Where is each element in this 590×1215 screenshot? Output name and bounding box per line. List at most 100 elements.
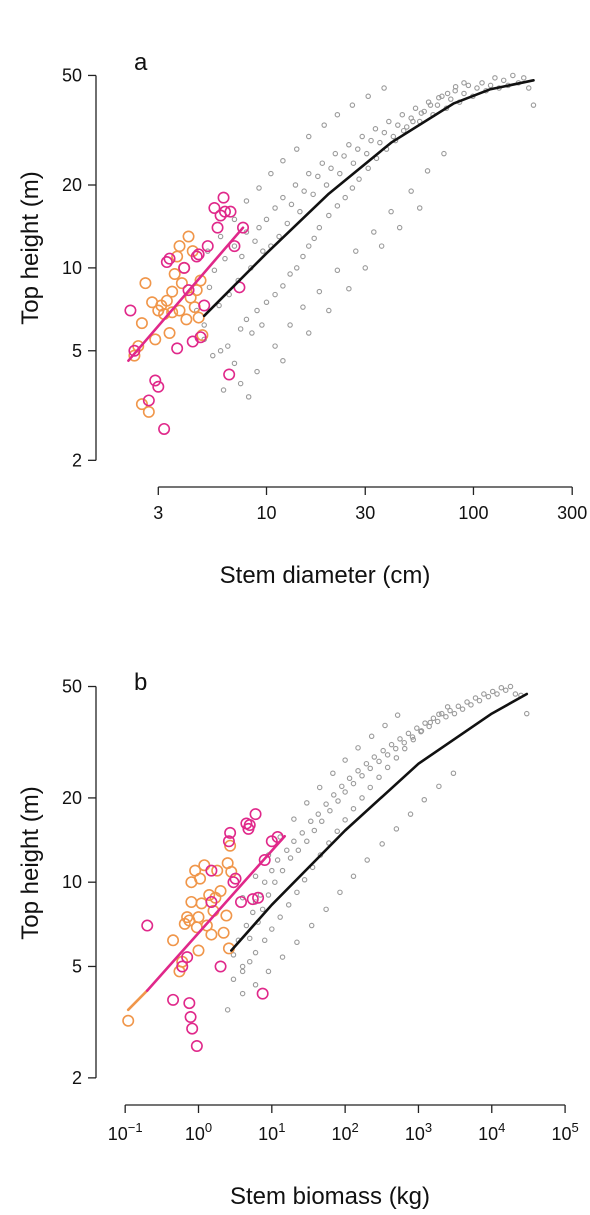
data-point: [315, 811, 322, 817]
data-point: [430, 715, 437, 722]
data-point: [481, 691, 487, 697]
data-point: [280, 157, 286, 164]
data-point: [294, 939, 300, 946]
data-point: [263, 216, 270, 223]
data-point: [359, 773, 365, 779]
data-point: [304, 838, 310, 845]
data-point: [450, 770, 457, 776]
data-point: [371, 229, 377, 235]
data-point: [461, 80, 467, 86]
data-point: [166, 306, 179, 319]
data-point: [323, 906, 329, 913]
data-point: [252, 949, 259, 956]
data-point: [436, 94, 442, 101]
data-point: [424, 168, 431, 174]
data-point: [494, 691, 500, 697]
data-point: [393, 755, 400, 761]
data-point: [337, 170, 343, 177]
data-point: [280, 357, 286, 364]
panel-b-fit-lines: [126, 692, 529, 1012]
data-point: [498, 684, 505, 691]
data-point: [378, 243, 385, 249]
data-point: [225, 343, 231, 349]
data-point: [168, 268, 181, 281]
data-point: [524, 710, 530, 717]
y-tick-label: 20: [62, 788, 82, 808]
data-point: [230, 952, 237, 958]
data-point: [211, 221, 224, 234]
data-point: [205, 895, 218, 908]
data-point: [186, 335, 199, 348]
data-point: [376, 758, 382, 765]
data-point: [220, 387, 227, 393]
data-point: [355, 768, 361, 774]
data-point: [363, 760, 370, 767]
data-point: [310, 191, 316, 198]
data-point: [304, 800, 310, 806]
data-point: [183, 997, 196, 1010]
data-point: [181, 951, 194, 964]
data-point: [368, 137, 374, 144]
data-point: [272, 343, 278, 349]
data-point: [326, 307, 332, 314]
data-point: [259, 322, 265, 328]
data-point: [330, 770, 336, 776]
data-point: [222, 255, 228, 262]
data-point: [224, 205, 237, 218]
data-point: [287, 855, 294, 861]
data-point: [252, 873, 259, 880]
data-point: [321, 122, 327, 128]
panel-b: 2 5 10 20 50 10−1 100 101 102 103 104 105 b Stem bi…: [17, 669, 579, 1210]
data-point: [217, 191, 230, 204]
data-point: [396, 224, 403, 231]
data-point: [464, 699, 470, 705]
fit-line: [230, 692, 529, 952]
fit-line: [126, 989, 149, 1012]
data-point: [401, 745, 408, 752]
data-point: [256, 185, 262, 191]
y-tick-label: 2: [72, 450, 82, 470]
data-point: [149, 333, 162, 346]
data-point: [192, 944, 205, 957]
data-point: [224, 1007, 231, 1013]
data-point: [231, 216, 238, 223]
data-point: [297, 208, 303, 215]
data-point: [399, 111, 406, 118]
data-point: [175, 277, 188, 290]
data-point: [231, 243, 238, 249]
data-point: [327, 807, 333, 814]
data-point: [306, 243, 312, 249]
data-point: [388, 208, 394, 215]
data-point: [409, 734, 416, 740]
data-point: [229, 872, 242, 885]
data-point: [334, 111, 341, 118]
data-point: [377, 139, 383, 146]
data-point: [254, 307, 260, 314]
data-point: [342, 789, 348, 795]
data-point: [474, 85, 480, 91]
data-point: [308, 818, 314, 825]
data-point: [252, 238, 258, 244]
data-point: [476, 697, 483, 704]
data-point: [280, 283, 286, 289]
data-point: [472, 695, 479, 701]
data-point: [306, 330, 312, 336]
data-point: [163, 252, 176, 265]
data-point: [350, 780, 357, 787]
panel-a-data-points: [124, 72, 537, 435]
data-point: [468, 702, 474, 708]
data-point: [427, 102, 434, 108]
data-point: [272, 205, 278, 211]
data-point: [418, 110, 425, 116]
data-point: [362, 265, 368, 271]
data-point: [246, 958, 253, 965]
data-point: [485, 693, 492, 700]
x-tick-label: 100: [185, 1120, 212, 1144]
data-point: [182, 230, 195, 243]
data-point: [359, 795, 365, 801]
data-point: [184, 1010, 197, 1023]
data-point: [359, 133, 365, 140]
data-point: [206, 284, 213, 291]
data-point: [284, 847, 290, 854]
data-point: [316, 784, 323, 791]
